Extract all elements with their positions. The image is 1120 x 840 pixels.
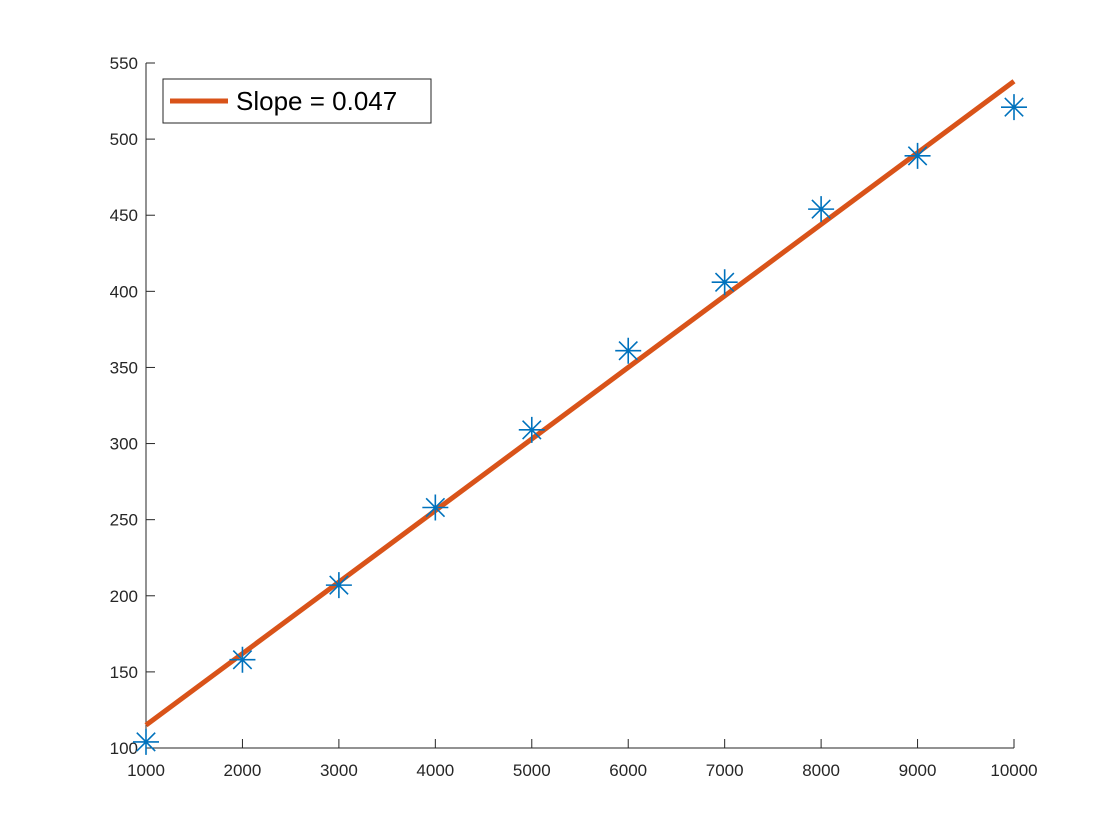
legend-label: Slope = 0.047 [236, 86, 397, 116]
x-tick-label: 9000 [899, 761, 937, 780]
asterisk-marker [518, 416, 545, 443]
y-tick-label: 400 [110, 282, 138, 301]
data-point [1001, 94, 1027, 121]
x-tick-label: 7000 [706, 761, 744, 780]
y-tick-label: 100 [110, 739, 138, 758]
data-point [711, 269, 738, 296]
data-point [808, 196, 835, 223]
y-tick-label: 550 [110, 54, 138, 73]
asterisk-marker [133, 728, 159, 755]
data-point [615, 337, 642, 364]
asterisk-marker [325, 572, 352, 599]
data-point [229, 646, 256, 673]
y-tick-label: 450 [110, 206, 138, 225]
data-point [422, 494, 449, 521]
asterisk-marker [808, 196, 835, 223]
asterisk-marker [904, 142, 931, 169]
x-tick-label: 8000 [802, 761, 840, 780]
x-tick-label: 2000 [224, 761, 262, 780]
x-tick-label: 10000 [990, 761, 1037, 780]
data-point [518, 416, 545, 443]
asterisk-marker [1001, 94, 1027, 121]
y-tick-label: 200 [110, 587, 138, 606]
fit-line-layer [144, 79, 1016, 728]
data-points [133, 94, 1027, 755]
x-tick-label: 4000 [416, 761, 454, 780]
legend: Slope = 0.047 [162, 78, 432, 124]
axes [145, 63, 1014, 749]
fit-line [144, 79, 1016, 728]
x-tick-label: 1000 [127, 761, 165, 780]
y-tick-label: 500 [110, 130, 138, 149]
y-tick-label: 250 [110, 511, 138, 530]
x-tick-label: 6000 [609, 761, 647, 780]
y-tick-label: 300 [110, 435, 138, 454]
x-tick-label: 3000 [320, 761, 358, 780]
ticks: 1000 2000 3000 4000 5000 6000 7000 8000 9000 1000… [110, 54, 1038, 780]
y-tick-label: 350 [110, 358, 138, 377]
data-point [904, 142, 931, 169]
data-point [325, 572, 352, 599]
data-point [133, 728, 159, 755]
asterisk-marker [422, 494, 449, 521]
asterisk-marker [615, 337, 642, 364]
asterisk-marker [229, 646, 256, 673]
y-tick-label: 150 [110, 663, 138, 682]
x-tick-label: 5000 [513, 761, 551, 780]
asterisk-marker [711, 269, 738, 296]
